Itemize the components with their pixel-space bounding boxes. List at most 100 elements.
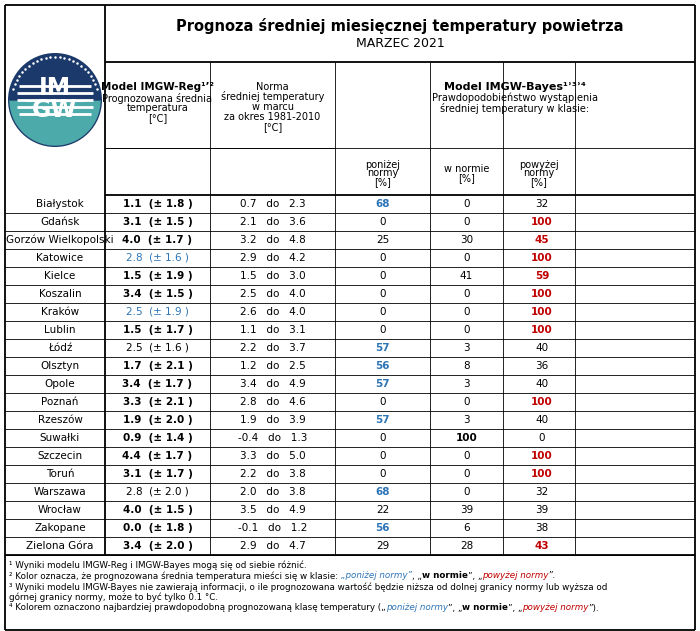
Text: 0: 0 (463, 487, 470, 497)
Text: [°C]: [°C] (263, 122, 282, 132)
Text: Prognoza średniej miesięcznej temperatury powietrza: Prognoza średniej miesięcznej temperatur… (176, 18, 624, 33)
Text: 3.4  (± 1.7 ): 3.4 (± 1.7 ) (122, 379, 192, 389)
Text: 0.7   do   2.3: 0.7 do 2.3 (239, 199, 305, 209)
Text: 0: 0 (463, 397, 470, 407)
Text: 2.5  (± 1.9 ): 2.5 (± 1.9 ) (126, 307, 189, 317)
Text: Prognozowana średnia: Prognozowana średnia (102, 93, 213, 103)
Text: 0: 0 (379, 397, 386, 407)
Text: Gdańsk: Gdańsk (41, 217, 80, 227)
Text: 2.8  (± 2.0 ): 2.8 (± 2.0 ) (126, 487, 189, 497)
Text: 57: 57 (375, 343, 390, 353)
Text: ³ Wyniki modelu IMGW-Bayes nie zawierają informacji, o ile prognozowana wartość : ³ Wyniki modelu IMGW-Bayes nie zawierają… (9, 582, 608, 592)
Text: Prawdopodobieństwo wystąpienia: Prawdopodobieństwo wystąpienia (432, 93, 598, 103)
Text: średniej temperatury w klasie:: średniej temperatury w klasie: (440, 103, 589, 114)
Text: Wrocław: Wrocław (38, 505, 82, 515)
Text: 2.5  (± 1.6 ): 2.5 (± 1.6 ) (126, 343, 189, 353)
Text: 6: 6 (463, 523, 470, 533)
Text: 36: 36 (536, 361, 549, 371)
Text: 2.5   do   4.0: 2.5 do 4.0 (239, 289, 305, 299)
Text: 68: 68 (375, 199, 390, 209)
Text: Zielona Góra: Zielona Góra (27, 541, 94, 551)
Text: 3.3   do   5.0: 3.3 do 5.0 (239, 451, 305, 461)
Text: 0: 0 (463, 325, 470, 335)
Text: 4.0  (± 1.5 ): 4.0 (± 1.5 ) (122, 505, 192, 515)
Text: 100: 100 (531, 307, 553, 317)
Text: Warszawa: Warszawa (34, 487, 86, 497)
Wedge shape (10, 100, 100, 145)
Text: Kielce: Kielce (44, 271, 76, 281)
Text: 100: 100 (531, 289, 553, 299)
Text: Zakopane: Zakopane (34, 523, 86, 533)
Text: 1.7  (± 2.1 ): 1.7 (± 2.1 ) (122, 361, 192, 371)
Text: 3.2   do   4.8: 3.2 do 4.8 (239, 235, 305, 245)
Text: 2.8   do   4.6: 2.8 do 4.6 (239, 397, 305, 407)
Text: 0.0  (± 1.8 ): 0.0 (± 1.8 ) (122, 523, 192, 533)
Text: GW: GW (32, 98, 78, 122)
Text: Katowice: Katowice (36, 253, 83, 263)
Text: 38: 38 (536, 523, 549, 533)
Text: 43: 43 (535, 541, 550, 551)
Text: 0: 0 (379, 469, 386, 479)
Text: 32: 32 (536, 199, 549, 209)
Text: 68: 68 (375, 487, 390, 497)
Text: 1.9  (± 2.0 ): 1.9 (± 2.0 ) (122, 415, 192, 425)
Text: za okres 1981-2010: za okres 1981-2010 (225, 112, 321, 122)
Text: 22: 22 (376, 505, 389, 515)
Text: 100: 100 (531, 469, 553, 479)
Text: Kraków: Kraków (41, 307, 79, 317)
Text: 0: 0 (379, 451, 386, 461)
Text: 0: 0 (463, 253, 470, 263)
Text: -0.1   do   1.2: -0.1 do 1.2 (238, 523, 307, 533)
Text: 2.8  (± 1.6 ): 2.8 (± 1.6 ) (126, 253, 189, 263)
Text: 29: 29 (376, 541, 389, 551)
Text: 40: 40 (536, 343, 549, 353)
Text: w normie: w normie (421, 572, 468, 581)
Text: , „: , „ (412, 572, 421, 581)
Text: 0: 0 (463, 217, 470, 227)
Text: 1.5  (± 1.9 ): 1.5 (± 1.9 ) (122, 271, 192, 281)
Text: 3: 3 (463, 379, 470, 389)
Text: 1.5   do   3.0: 1.5 do 3.0 (239, 271, 305, 281)
Text: ”, „: ”, „ (508, 603, 522, 613)
Text: poniżej normy: poniżej normy (386, 603, 447, 613)
Text: ”, „: ”, „ (468, 572, 482, 581)
Text: 3: 3 (463, 415, 470, 425)
Text: ² Kolor oznacza, że prognozowana średnia temperatura mieści się w klasie:: ² Kolor oznacza, że prognozowana średnia… (9, 571, 341, 581)
Text: 2.6   do   4.0: 2.6 do 4.0 (239, 307, 305, 317)
Text: powyżej: powyżej (519, 160, 559, 170)
Text: 3.3  (± 2.1 ): 3.3 (± 2.1 ) (122, 397, 192, 407)
Text: 45: 45 (535, 235, 550, 245)
Wedge shape (10, 55, 100, 100)
Text: średniej temperatury: średniej temperatury (220, 91, 324, 102)
Text: 56: 56 (375, 361, 390, 371)
Text: 1.1   do   3.1: 1.1 do 3.1 (239, 325, 305, 335)
Text: Szczecin: Szczecin (37, 451, 83, 461)
Text: 0: 0 (539, 433, 545, 443)
Text: powyżej normy: powyżej normy (522, 603, 589, 613)
Text: 39: 39 (536, 505, 549, 515)
Text: 2.9   do   4.2: 2.9 do 4.2 (239, 253, 305, 263)
Text: 30: 30 (460, 235, 473, 245)
Text: normy: normy (524, 168, 554, 179)
Circle shape (8, 53, 102, 147)
Text: 40: 40 (536, 379, 549, 389)
Text: 4.4  (± 1.7 ): 4.4 (± 1.7 ) (122, 451, 192, 461)
Text: 0: 0 (463, 469, 470, 479)
Text: Lublin: Lublin (44, 325, 76, 335)
Text: Suwałki: Suwałki (40, 433, 80, 443)
Text: powyżej normy: powyżej normy (482, 572, 548, 581)
Text: 0: 0 (379, 289, 386, 299)
Text: ”.: ”. (548, 572, 556, 581)
Text: 0.9  (± 1.4 ): 0.9 (± 1.4 ) (122, 433, 192, 443)
Text: 2.0   do   3.8: 2.0 do 3.8 (239, 487, 305, 497)
Text: 28: 28 (460, 541, 473, 551)
Text: -0.4   do   1.3: -0.4 do 1.3 (238, 433, 307, 443)
Text: 3.4  (± 2.0 ): 3.4 (± 2.0 ) (122, 541, 192, 551)
Text: 3.1  (± 1.7 ): 3.1 (± 1.7 ) (122, 469, 192, 479)
Text: 1.9   do   3.9: 1.9 do 3.9 (239, 415, 305, 425)
Text: 2.2   do   3.7: 2.2 do 3.7 (239, 343, 305, 353)
Text: 25: 25 (376, 235, 389, 245)
Text: 0: 0 (379, 307, 386, 317)
Text: 3: 3 (463, 343, 470, 353)
Text: Rzeszów: Rzeszów (38, 415, 83, 425)
